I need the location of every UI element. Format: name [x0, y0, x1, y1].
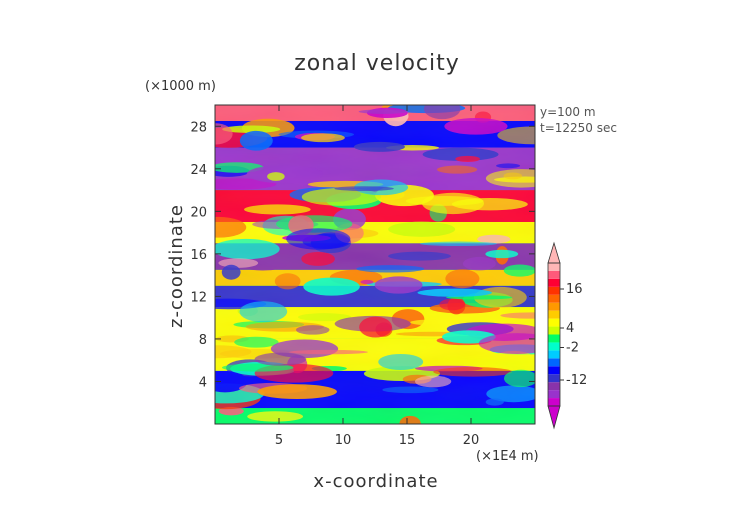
colorbar-tick-label: 4 — [566, 321, 574, 336]
colorbar-tick-label: -2 — [566, 341, 579, 356]
x-axis-label: x-coordinate — [313, 471, 438, 492]
colorbar-segment — [548, 390, 560, 399]
y-axis: 4 8 12 16 20 24 28 — [190, 120, 535, 390]
annotation-y: y=100 m — [540, 105, 596, 119]
y-axis-unit: (×1000 m) — [145, 79, 216, 94]
colorbar-segment — [548, 382, 560, 391]
colorbar: 16 4 -2 -12 — [547, 241, 587, 430]
annotation-time: t=12250 sec — [540, 121, 617, 135]
colorbar-segment — [548, 374, 560, 383]
y-tick-label: 20 — [190, 205, 207, 220]
y-tick-label: 4 — [199, 375, 207, 390]
y-tick-label: 28 — [190, 120, 207, 135]
colorbar-segment — [548, 318, 560, 327]
colorbar-segment — [548, 366, 560, 375]
colorbar-segment — [548, 270, 560, 279]
colorbar-segment — [548, 286, 560, 295]
colorbar-tick-label: 16 — [566, 282, 583, 297]
y-tick-label: 12 — [190, 290, 207, 305]
colorbar-segment — [548, 294, 560, 303]
colorbar-segment — [548, 302, 560, 311]
chart-title: zonal velocity — [294, 51, 460, 76]
colorbar-segment — [548, 263, 560, 271]
y-axis-label: z-coordinate — [166, 204, 187, 328]
colorbar-segment — [548, 278, 560, 287]
texture-overlay — [215, 105, 535, 424]
colorbar-segment — [548, 334, 560, 343]
colorbar-segment — [548, 398, 560, 406]
colorbar-segment — [548, 358, 560, 367]
colorbar-segment — [548, 350, 560, 359]
x-axis: 5 10 15 20 — [275, 105, 479, 448]
colorbar-max-arrow — [547, 241, 561, 264]
x-tick-label: 10 — [335, 433, 352, 448]
colorbar-min-arrow — [547, 405, 561, 430]
colorbar-segment — [548, 326, 560, 335]
colorbar-frame — [547, 262, 561, 407]
colorbar-segment — [548, 342, 560, 351]
y-tick-label: 24 — [190, 163, 207, 178]
plot-frame — [214, 104, 536, 425]
colorbar-tick-label: -12 — [566, 373, 587, 388]
y-tick-label: 16 — [190, 248, 207, 263]
y-tick-label: 8 — [199, 333, 207, 348]
x-tick-label: 5 — [275, 433, 283, 448]
x-tick-label: 20 — [463, 433, 480, 448]
x-tick-label: 15 — [399, 433, 416, 448]
plot-features — [215, 105, 535, 424]
colorbar-segment — [548, 310, 560, 319]
x-axis-unit: (×1E4 m) — [476, 449, 539, 464]
